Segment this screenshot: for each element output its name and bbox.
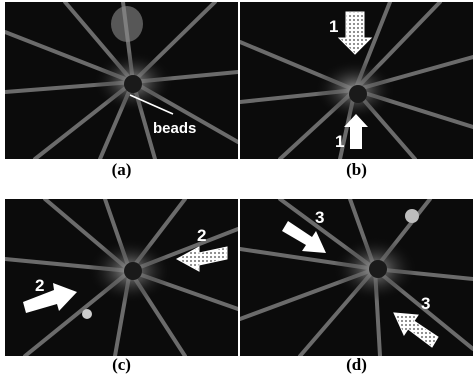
dotted-arrow-left [175,246,228,272]
caption-c: (c) [112,355,131,374]
micrograph-image-b: 1 1 [240,2,473,159]
caption-a: (a) [111,160,132,179]
micrograph-panel-c: 2 2 [5,199,238,356]
arrow-label-2-left: 2 [35,276,44,295]
micrograph-panel-b: 1 1 [240,2,473,159]
caption-d: (d) [346,355,367,374]
micrograph-image-c: 2 2 [5,199,238,356]
white-arrow-diagonal [282,221,326,253]
micrograph-image-a: beads [5,2,238,159]
arrow-label-2-right: 2 [197,226,206,245]
arrow-label-3-top: 3 [315,208,324,227]
dotted-arrow-down [337,11,373,55]
arrow-label-1-bottom: 1 [335,132,344,151]
caption-b: (b) [346,160,367,179]
micrograph-panel-a: beads [5,2,238,159]
beads-pointer-line [129,94,174,115]
arrow-label-1-top: 1 [329,17,338,36]
micrograph-image-d: 3 3 [240,199,473,356]
white-arrow-right [23,283,77,313]
white-arrow-up [344,114,368,149]
micrograph-panel-d: 3 3 [240,199,473,356]
dotted-arrow-diagonal [393,312,439,348]
arrow-label-3-bottom: 3 [421,294,430,313]
beads-label: beads [153,120,196,137]
